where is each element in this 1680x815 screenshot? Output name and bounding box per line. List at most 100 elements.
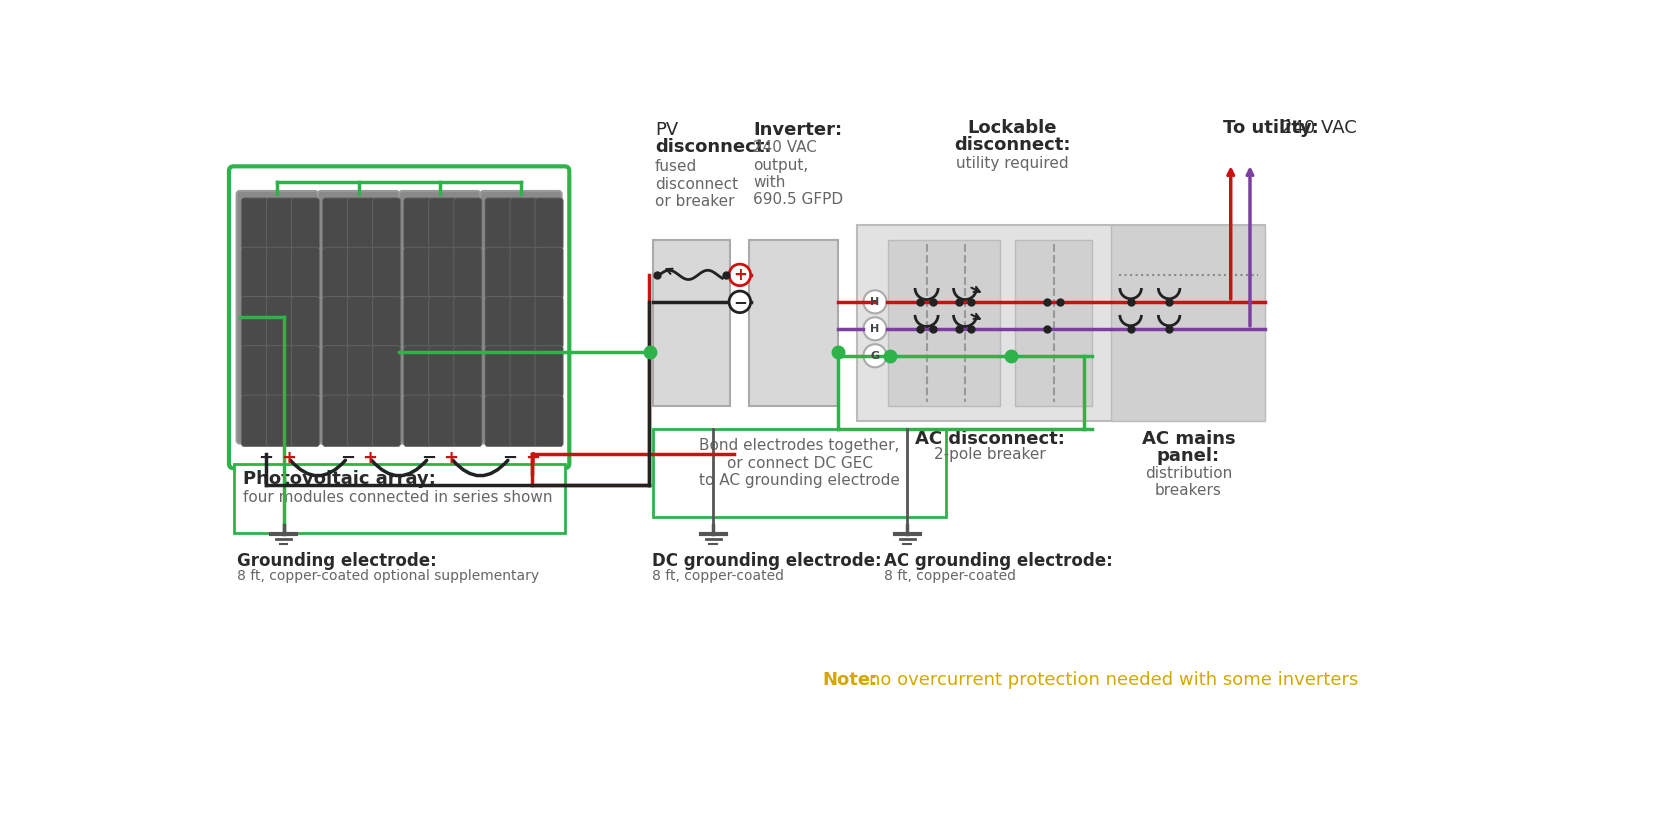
Text: 240 VAC
output,
with
690.5 GFPD: 240 VAC output, with 690.5 GFPD	[753, 140, 843, 207]
Text: 8 ft, copper-coated optional supplementary: 8 ft, copper-coated optional supplementa…	[237, 569, 539, 583]
FancyBboxPatch shape	[534, 198, 563, 249]
Text: disconnect:: disconnect:	[655, 138, 771, 156]
FancyBboxPatch shape	[242, 395, 269, 447]
Text: −: −	[502, 449, 517, 467]
FancyBboxPatch shape	[291, 297, 319, 348]
FancyBboxPatch shape	[509, 346, 538, 398]
Text: Photovoltaic array:: Photovoltaic array:	[242, 469, 435, 487]
Text: AC mains: AC mains	[1141, 430, 1235, 448]
FancyBboxPatch shape	[403, 395, 432, 447]
Text: +: +	[524, 449, 539, 467]
FancyBboxPatch shape	[234, 464, 564, 533]
Text: AC disconnect:: AC disconnect:	[914, 430, 1065, 448]
Circle shape	[729, 291, 751, 313]
FancyBboxPatch shape	[403, 346, 432, 398]
Text: distribution
breakers: distribution breakers	[1144, 466, 1231, 498]
Text: +: +	[732, 266, 746, 284]
FancyBboxPatch shape	[486, 198, 512, 249]
FancyBboxPatch shape	[291, 198, 319, 249]
FancyBboxPatch shape	[454, 297, 482, 348]
Text: Lockable: Lockable	[968, 119, 1057, 138]
FancyBboxPatch shape	[486, 346, 512, 398]
FancyBboxPatch shape	[534, 247, 563, 299]
FancyBboxPatch shape	[228, 166, 570, 468]
Text: H: H	[870, 297, 879, 307]
FancyBboxPatch shape	[486, 297, 512, 348]
FancyBboxPatch shape	[454, 198, 482, 249]
Text: Inverter:: Inverter:	[753, 121, 842, 139]
FancyBboxPatch shape	[509, 247, 538, 299]
FancyBboxPatch shape	[373, 346, 400, 398]
Text: 8 ft, copper-coated: 8 ft, copper-coated	[884, 569, 1016, 583]
FancyBboxPatch shape	[237, 191, 318, 443]
Text: disconnect:: disconnect:	[954, 136, 1070, 154]
FancyBboxPatch shape	[348, 346, 375, 398]
Text: 240 VAC: 240 VAC	[1280, 119, 1356, 138]
FancyBboxPatch shape	[454, 395, 482, 447]
FancyBboxPatch shape	[265, 395, 294, 447]
FancyBboxPatch shape	[242, 297, 269, 348]
Text: AC grounding electrode:: AC grounding electrode:	[884, 552, 1112, 570]
Text: −: −	[732, 293, 746, 311]
Text: +: +	[281, 449, 296, 467]
FancyBboxPatch shape	[486, 247, 512, 299]
FancyBboxPatch shape	[323, 297, 351, 348]
FancyBboxPatch shape	[348, 247, 375, 299]
FancyBboxPatch shape	[534, 346, 563, 398]
Text: panel:: panel:	[1156, 447, 1220, 465]
FancyBboxPatch shape	[291, 395, 319, 447]
Text: Grounding electrode:: Grounding electrode:	[237, 552, 437, 570]
Text: 8 ft, copper-coated: 8 ft, copper-coated	[652, 569, 783, 583]
FancyBboxPatch shape	[373, 395, 400, 447]
FancyBboxPatch shape	[509, 198, 538, 249]
FancyBboxPatch shape	[265, 346, 294, 398]
FancyBboxPatch shape	[887, 240, 1000, 406]
FancyBboxPatch shape	[509, 297, 538, 348]
FancyBboxPatch shape	[348, 198, 375, 249]
FancyBboxPatch shape	[857, 225, 1265, 421]
FancyBboxPatch shape	[486, 395, 512, 447]
FancyBboxPatch shape	[534, 297, 563, 348]
FancyBboxPatch shape	[265, 198, 294, 249]
Circle shape	[864, 317, 885, 341]
FancyBboxPatch shape	[534, 395, 563, 447]
Text: Bond electrodes together,
or connect DC GEC
to AC grounding electrode: Bond electrodes together, or connect DC …	[699, 438, 899, 488]
FancyBboxPatch shape	[242, 198, 269, 249]
FancyBboxPatch shape	[1015, 240, 1092, 406]
Circle shape	[864, 290, 885, 314]
FancyBboxPatch shape	[348, 297, 375, 348]
Text: −: −	[420, 449, 435, 467]
Circle shape	[864, 344, 885, 368]
Text: +: +	[363, 449, 376, 467]
Text: +: +	[444, 449, 459, 467]
FancyBboxPatch shape	[509, 395, 538, 447]
FancyBboxPatch shape	[749, 240, 838, 406]
FancyBboxPatch shape	[291, 346, 319, 398]
FancyBboxPatch shape	[242, 247, 269, 299]
FancyBboxPatch shape	[242, 346, 269, 398]
FancyBboxPatch shape	[398, 191, 480, 443]
FancyBboxPatch shape	[318, 191, 398, 443]
FancyBboxPatch shape	[373, 297, 400, 348]
Text: no overcurrent protection needed with some inverters: no overcurrent protection needed with so…	[869, 672, 1357, 689]
FancyBboxPatch shape	[1110, 225, 1265, 421]
Text: G: G	[870, 350, 879, 361]
Text: fused
disconnect
or breaker: fused disconnect or breaker	[655, 160, 738, 209]
Text: 2-pole breaker: 2-pole breaker	[934, 447, 1045, 462]
Text: −: −	[339, 449, 354, 467]
FancyBboxPatch shape	[428, 346, 457, 398]
FancyBboxPatch shape	[403, 247, 432, 299]
FancyBboxPatch shape	[323, 395, 351, 447]
Text: four modules connected in series shown: four modules connected in series shown	[242, 491, 553, 505]
FancyBboxPatch shape	[265, 247, 294, 299]
FancyBboxPatch shape	[654, 429, 946, 518]
FancyBboxPatch shape	[291, 247, 319, 299]
Text: H: H	[870, 324, 879, 334]
Text: Note:: Note:	[822, 672, 877, 689]
FancyBboxPatch shape	[373, 247, 400, 299]
FancyBboxPatch shape	[454, 247, 482, 299]
FancyBboxPatch shape	[428, 247, 457, 299]
Text: PV: PV	[655, 121, 677, 139]
FancyBboxPatch shape	[428, 297, 457, 348]
FancyBboxPatch shape	[373, 198, 400, 249]
